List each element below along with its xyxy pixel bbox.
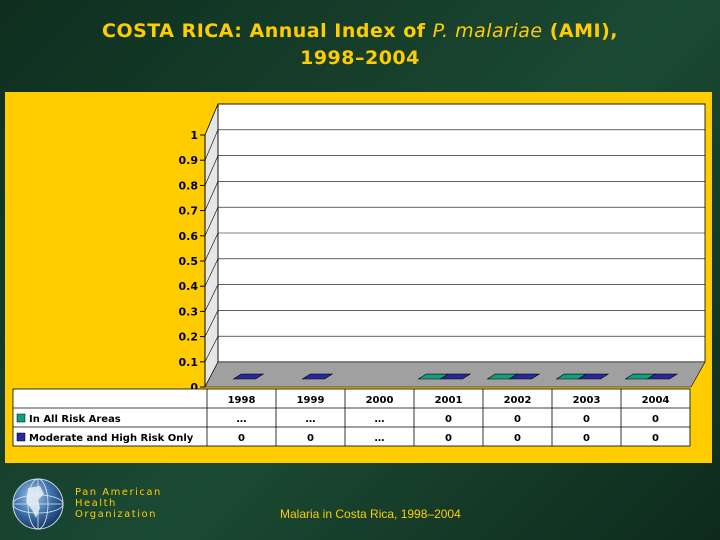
gridline-side <box>204 336 219 362</box>
y-tick-label: 0.2 <box>179 331 199 344</box>
legend-label-1: In All Risk Areas <box>29 414 121 425</box>
data-label: … <box>237 414 247 425</box>
y-tick-label: 0.7 <box>179 205 199 218</box>
x-tick-label: 2001 <box>435 395 463 406</box>
gridline-side <box>204 207 219 236</box>
title-line-1: COSTA RICA: Annual Index of P. malariae … <box>0 18 720 45</box>
gridline-side <box>204 232 219 262</box>
title-suffix: (AMI), <box>549 20 618 42</box>
data-label: … <box>306 414 316 425</box>
org-line-1: Pan American <box>75 487 162 498</box>
data-label: 0 <box>445 414 452 425</box>
gridline-side <box>204 155 219 186</box>
data-label: 0 <box>445 433 452 444</box>
plot-side-wall <box>204 103 219 388</box>
legend-label-2: Moderate and High Risk Only <box>29 433 194 444</box>
legend-swatch-1 <box>16 413 26 423</box>
gridline-side <box>204 129 219 161</box>
data-label: 0 <box>238 433 245 444</box>
slide-title: COSTA RICA: Annual Index of P. malariae … <box>0 18 720 72</box>
data-label: 0 <box>514 433 521 444</box>
bar-top-2-2001 <box>439 373 472 380</box>
chart: 0 0.1 0.2 0.3 0.4 0.5 0.6 0.7 0.8 0.9 1 1998 1999 200… <box>12 103 706 447</box>
x-tick-label: 2000 <box>366 395 394 406</box>
bar-top-2-2003 <box>577 373 610 380</box>
paho-globe-logo <box>10 476 66 532</box>
data-label: 0 <box>514 414 521 425</box>
data-label: … <box>375 433 385 444</box>
title-line-2: 1998–2004 <box>300 47 420 69</box>
x-tick-label: 1998 <box>228 395 256 406</box>
data-label: 0 <box>652 433 659 444</box>
y-tick-label: 0 <box>190 381 198 394</box>
bar-top-2-2002 <box>508 373 541 380</box>
data-label: … <box>375 414 385 425</box>
y-tick-label: 0.1 <box>179 356 199 369</box>
y-tick-label: 0.6 <box>179 230 199 243</box>
data-label: 0 <box>652 414 659 425</box>
bar-top-2-2004 <box>646 373 679 380</box>
gridline-side <box>204 258 219 287</box>
organization-name: Pan American Health Organization <box>75 487 162 520</box>
globe-icon <box>12 478 64 530</box>
bar-top-2-1999 <box>301 373 334 380</box>
x-tick-label: 2002 <box>504 395 532 406</box>
data-label: 0 <box>583 414 590 425</box>
org-line-2: Health <box>75 498 117 509</box>
x-tick-label: 1999 <box>297 395 325 406</box>
x-tick-label: 2003 <box>573 395 601 406</box>
gridline-side <box>204 103 219 136</box>
legend-swatch-2 <box>16 432 26 442</box>
title-italic: P. malariae <box>432 20 543 42</box>
y-tick-label: 0.4 <box>179 280 199 293</box>
y-tick-label: 0.8 <box>179 179 199 192</box>
data-label: 0 <box>583 433 590 444</box>
gridline-side <box>204 284 219 312</box>
bar-top-2-1998 <box>232 373 265 380</box>
y-tick-label: 0.9 <box>179 154 199 167</box>
data-table <box>12 388 691 447</box>
org-line-3: Organization <box>75 509 157 520</box>
gridline-side <box>204 310 219 337</box>
y-tick-label: 1 <box>190 129 198 142</box>
y-tick-label: 0.3 <box>179 305 199 318</box>
chart-panel: 0 0.1 0.2 0.3 0.4 0.5 0.6 0.7 0.8 0.9 1 1998 1999 200… <box>5 92 712 463</box>
footer-text: Malaria in Costa Rica, 1998–2004 <box>280 507 461 521</box>
y-tick-label: 0.5 <box>179 255 199 268</box>
x-tick-label: 2004 <box>642 395 670 406</box>
data-label: 0 <box>307 433 314 444</box>
title-prefix: COSTA RICA: Annual Index of <box>102 20 426 42</box>
gridline-side <box>204 181 219 211</box>
